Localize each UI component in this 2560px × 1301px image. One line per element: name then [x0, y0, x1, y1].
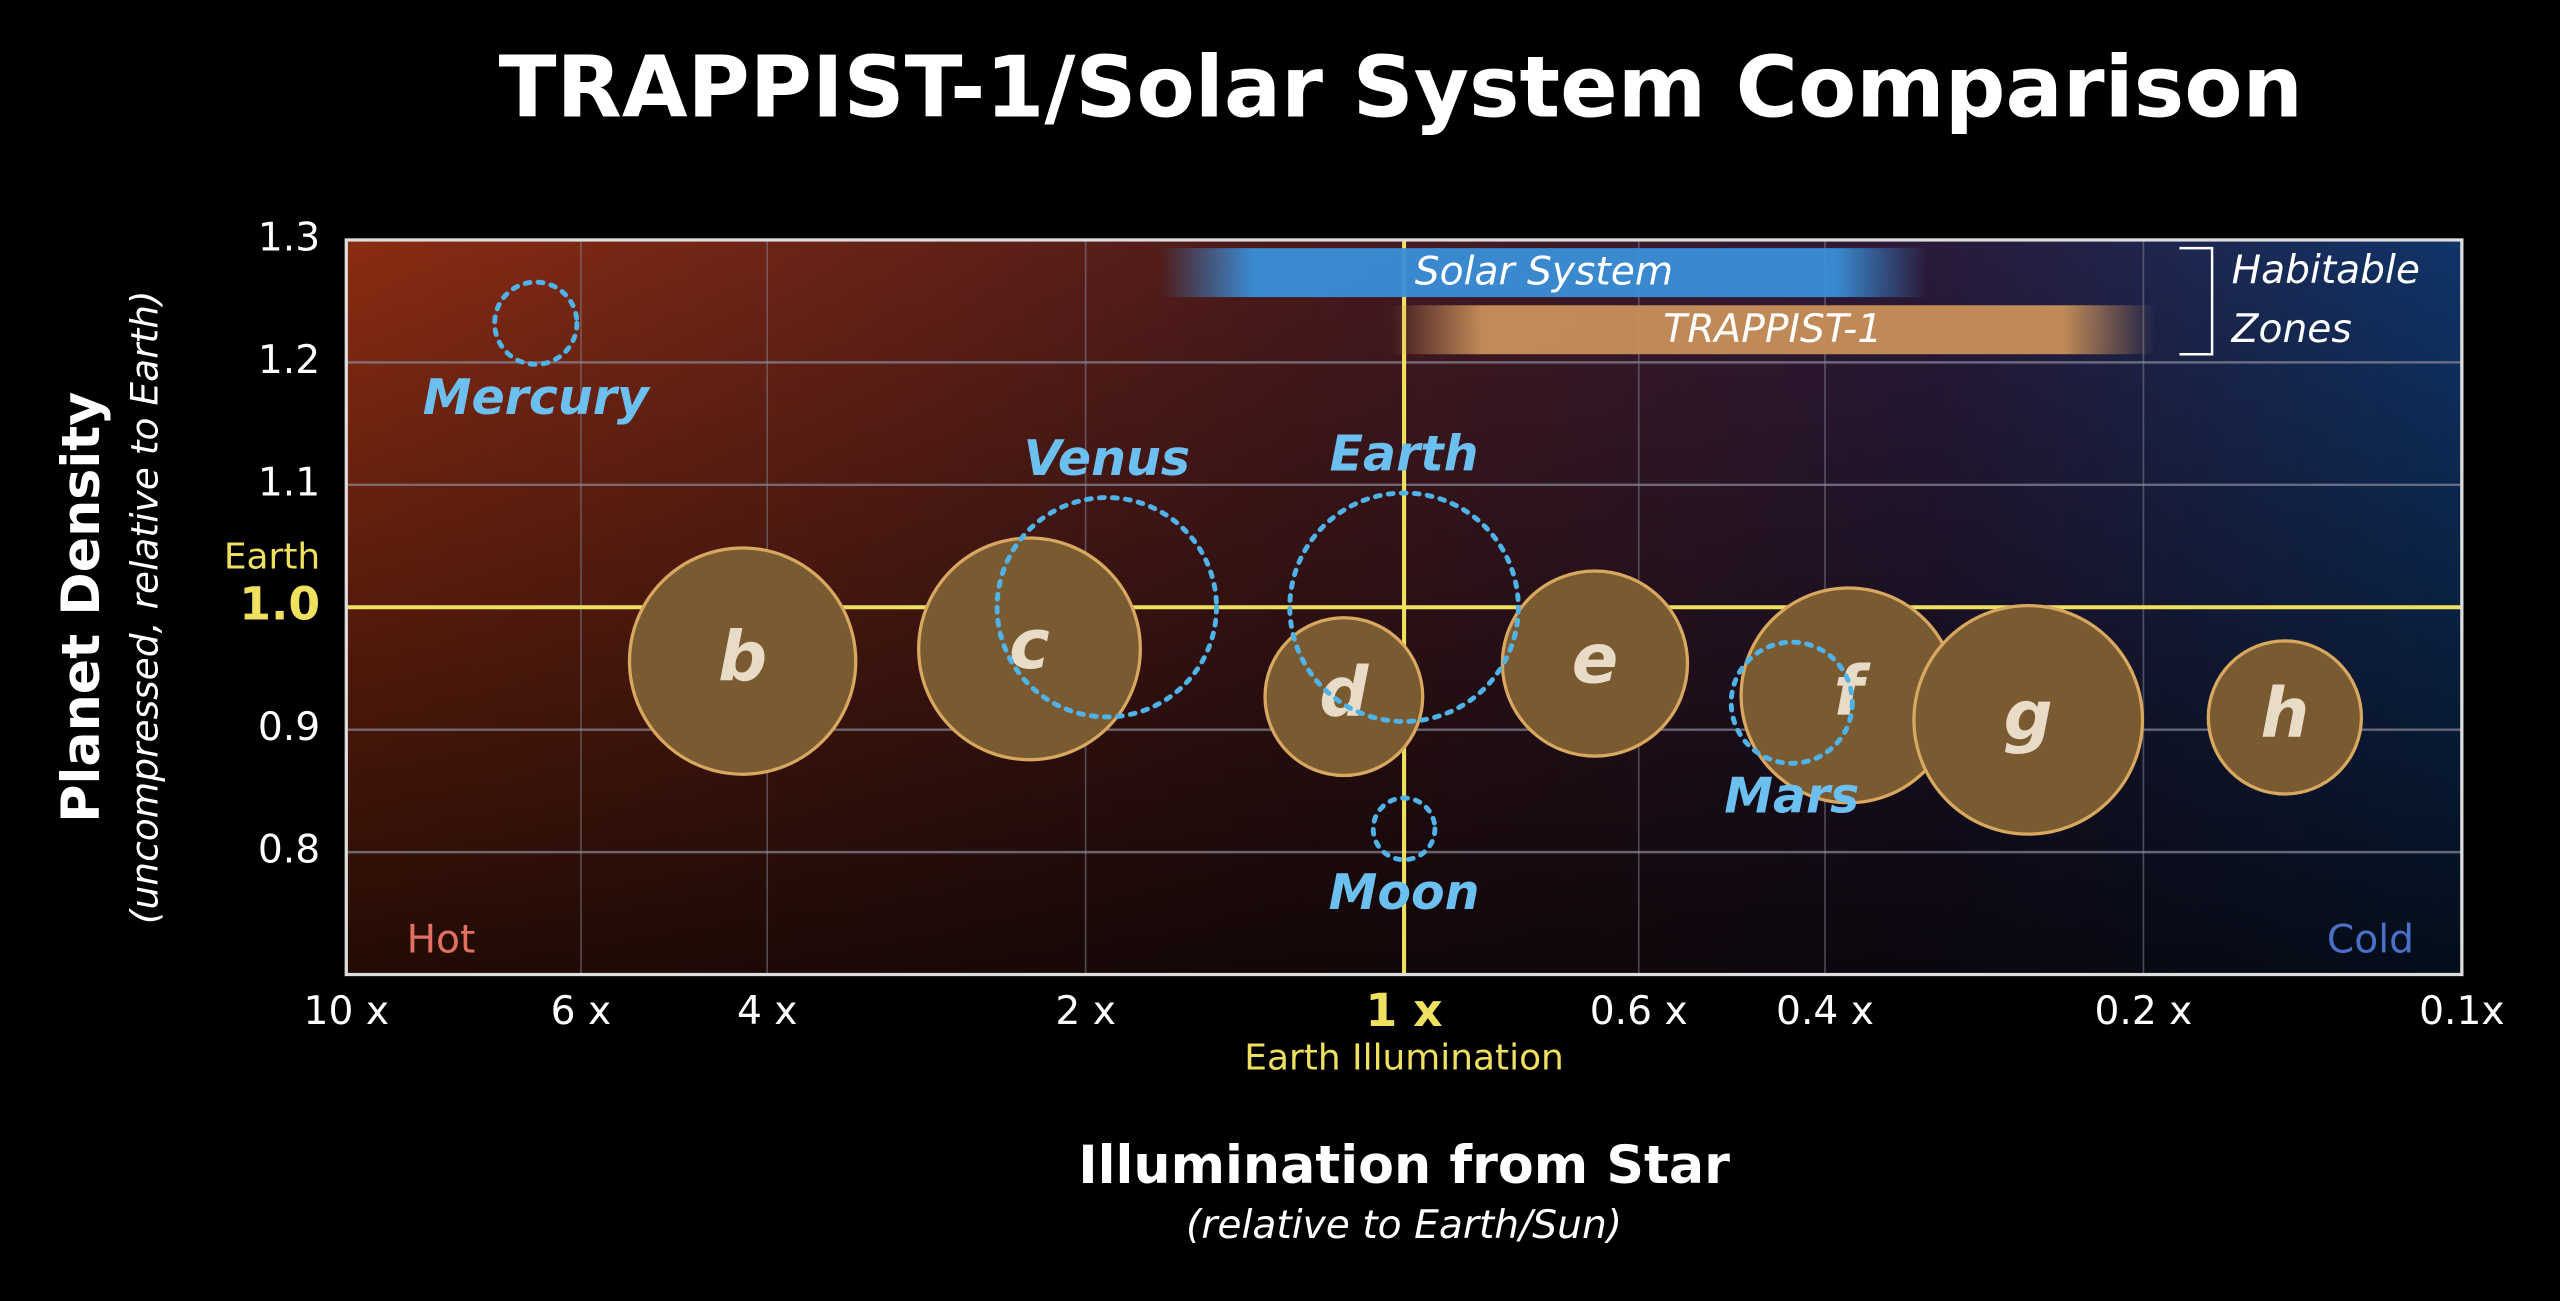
planet-bubble — [917, 536, 1142, 762]
solar-label: Mercury — [423, 369, 651, 426]
planet-bubble — [1500, 569, 1690, 758]
solar-bubble — [492, 279, 580, 367]
x-axis-title: Illumination from Star — [1078, 1136, 1730, 1196]
habitable-band — [1390, 305, 2156, 355]
y-axis-title: Planet Density — [52, 392, 112, 823]
solar-bubble — [1728, 639, 1855, 766]
solar-bubble — [1370, 795, 1438, 863]
planet-label: h — [2260, 673, 2309, 753]
cold-label: Cold — [2327, 917, 2414, 962]
x-axis-subtitle: (relative to Earth/Sun) — [1186, 1203, 1622, 1248]
chart-title: TRAPPIST-1/Solar System Comparison — [499, 38, 2303, 137]
planet-bubble — [2206, 639, 2364, 796]
x-tick-label: 0.6 x — [1590, 989, 1688, 1034]
habitable-band — [1160, 248, 1928, 298]
planet-bubble — [1912, 603, 2145, 836]
y-tick-label: 1.0 — [239, 578, 320, 631]
planet-label: b — [718, 617, 767, 697]
solar-label: Moon — [1329, 864, 1480, 921]
x-tick-label: 1 x — [1365, 984, 1442, 1037]
solar-bubble — [994, 495, 1219, 720]
plot-frame — [344, 238, 2464, 977]
x-tick-label: 4 x — [737, 989, 798, 1034]
solar-bubble — [1287, 490, 1521, 724]
habitable-label: Habitable — [2232, 248, 2420, 293]
solar-label: Mars — [1724, 768, 1859, 825]
x-tick-label: 0.1x — [2419, 989, 2504, 1034]
y-tick-label: 1.1 — [258, 460, 320, 505]
hot-label: Hot — [407, 917, 476, 962]
y-tick-label: 0.8 — [258, 828, 320, 873]
reference-x-label: Earth Illumination — [1244, 1037, 1564, 1078]
habitable-bracket — [2179, 246, 2214, 356]
y-axis-subtitle: (uncompressed, relative to Earth) — [123, 290, 167, 924]
x-tick-label: 6 x — [551, 989, 612, 1034]
planet-label: c — [1009, 605, 1050, 685]
x-tick-label: 2 x — [1055, 989, 1116, 1034]
y-tick-label: 0.9 — [258, 705, 320, 750]
planet-label: g — [2004, 676, 2053, 756]
habitable-band-label: Solar System — [1415, 250, 1673, 295]
reference-y-label: Earth — [224, 536, 320, 577]
solar-label: Venus — [1024, 430, 1190, 487]
x-tick-label: 10 x — [304, 989, 389, 1034]
planet-bubble — [1263, 616, 1425, 778]
x-tick-label: 0.2 x — [2094, 989, 2192, 1034]
planet-bubble — [627, 546, 858, 776]
habitable-label: Zones — [2231, 307, 2352, 352]
y-tick-label: 1.3 — [258, 215, 320, 260]
x-tick-label: 0.4 x — [1776, 989, 1874, 1034]
habitable-band-label: TRAPPIST-1 — [1663, 307, 1882, 352]
y-tick-label: 1.2 — [258, 338, 320, 383]
solar-label: Earth — [1330, 426, 1479, 483]
planet-label: e — [1572, 620, 1619, 700]
